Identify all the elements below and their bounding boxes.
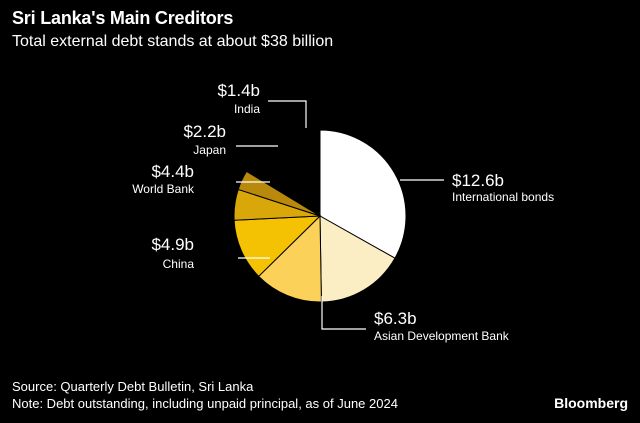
category-label-india: India bbox=[234, 102, 260, 116]
value-label-india: $1.4b bbox=[217, 81, 260, 100]
value-label-world-bank: $4.4b bbox=[151, 162, 194, 181]
leader-line-india bbox=[268, 100, 307, 128]
pie-slice-world-bank bbox=[233, 215, 322, 278]
category-label-asian-development-bank: Asian Development Bank bbox=[374, 329, 510, 343]
leader-line-asian-development-bank bbox=[321, 296, 366, 330]
value-label-japan: $2.2b bbox=[183, 122, 226, 141]
category-label-china: China bbox=[163, 257, 195, 271]
pie-slice-china bbox=[257, 214, 322, 303]
value-label-china: $4.9b bbox=[151, 235, 194, 254]
pie-slice-international-bonds bbox=[319, 129, 407, 259]
footnote: Note: Debt outstanding, including unpaid… bbox=[12, 396, 398, 411]
source-note: Source: Quarterly Debt Bulletin, Sri Lan… bbox=[12, 379, 254, 394]
bloomberg-logo: Bloomberg bbox=[554, 395, 628, 411]
category-label-japan: Japan bbox=[193, 143, 226, 157]
chart-subtitle: Total external debt stands at about $38 … bbox=[12, 33, 334, 50]
value-label-asian-development-bank: $6.3b bbox=[374, 309, 417, 328]
pie-slice-asian-development-bank bbox=[319, 215, 396, 303]
value-label-international-bonds: $12.6b bbox=[452, 171, 504, 190]
category-label-world-bank: World Bank bbox=[132, 182, 195, 196]
category-label-international-bonds: International bonds bbox=[452, 190, 554, 204]
chart-title: Sri Lanka's Main Creditors bbox=[12, 8, 234, 28]
